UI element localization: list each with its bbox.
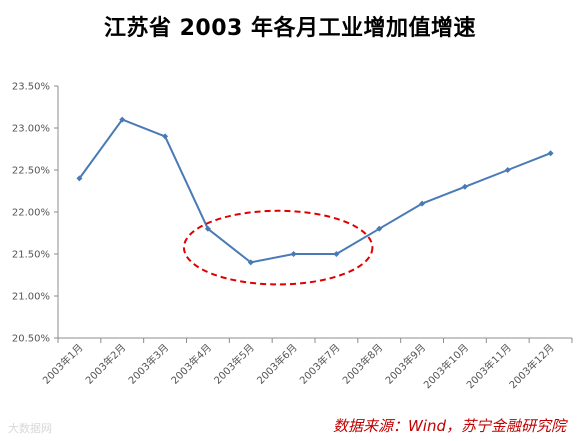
data-point (504, 167, 511, 173)
data-point (119, 116, 126, 123)
y-axis-ticks: 20.50% 21.00% 21.50% 22.00% 22.50% 23.00% 23.5… (12, 82, 58, 345)
data-point (547, 150, 554, 157)
x-tick-label: 2003年1月 (40, 341, 86, 387)
y-tick-label: 23.50% (12, 82, 50, 93)
data-point (162, 133, 169, 140)
x-axis-ticks: 2003年1月2003年2月2003年3月2003年4月2003年5月2003年… (40, 338, 573, 391)
highlight-layer (182, 209, 374, 286)
data-point (290, 251, 297, 257)
y-tick-label: 21.50% (12, 250, 50, 261)
data-point (461, 183, 468, 190)
x-tick-label: 2003年10月 (421, 341, 471, 391)
y-tick-label: 21.00% (12, 292, 50, 303)
data-point (419, 200, 426, 207)
x-tick-label: 2003年6月 (254, 341, 300, 387)
series-layer (76, 116, 554, 266)
x-tick-label: 2003年8月 (340, 341, 386, 387)
x-tick-label: 2003年3月 (125, 341, 171, 387)
y-tick-label: 22.00% (12, 208, 50, 219)
data-point (76, 175, 83, 182)
x-tick-label: 2003年9月 (382, 341, 428, 387)
data-point (247, 259, 254, 266)
x-tick-label: 2003年4月 (168, 341, 214, 387)
series-line (78, 118, 551, 264)
chart-title: 江苏省 2003 年各月工业增加值增速 (103, 16, 477, 41)
x-tick-label: 2003年2月 (83, 341, 129, 387)
watermark: 大数据网 (8, 422, 52, 435)
y-tick-label: 23.00% (12, 124, 50, 135)
highlight-ellipse (182, 209, 374, 286)
y-tick-label: 22.50% (12, 166, 50, 177)
x-tick-label: 2003年5月 (211, 341, 257, 387)
x-tick-label: 2003年7月 (297, 341, 343, 387)
data-point (333, 251, 340, 257)
x-tick-label: 2003年12月 (506, 341, 556, 391)
data-point (376, 225, 383, 232)
source-note: 数据来源：Wind，苏宁金融研究院 (332, 417, 566, 435)
x-tick-label: 2003年11月 (464, 341, 514, 391)
y-tick-label: 20.50% (12, 334, 50, 345)
data-point (204, 225, 211, 232)
